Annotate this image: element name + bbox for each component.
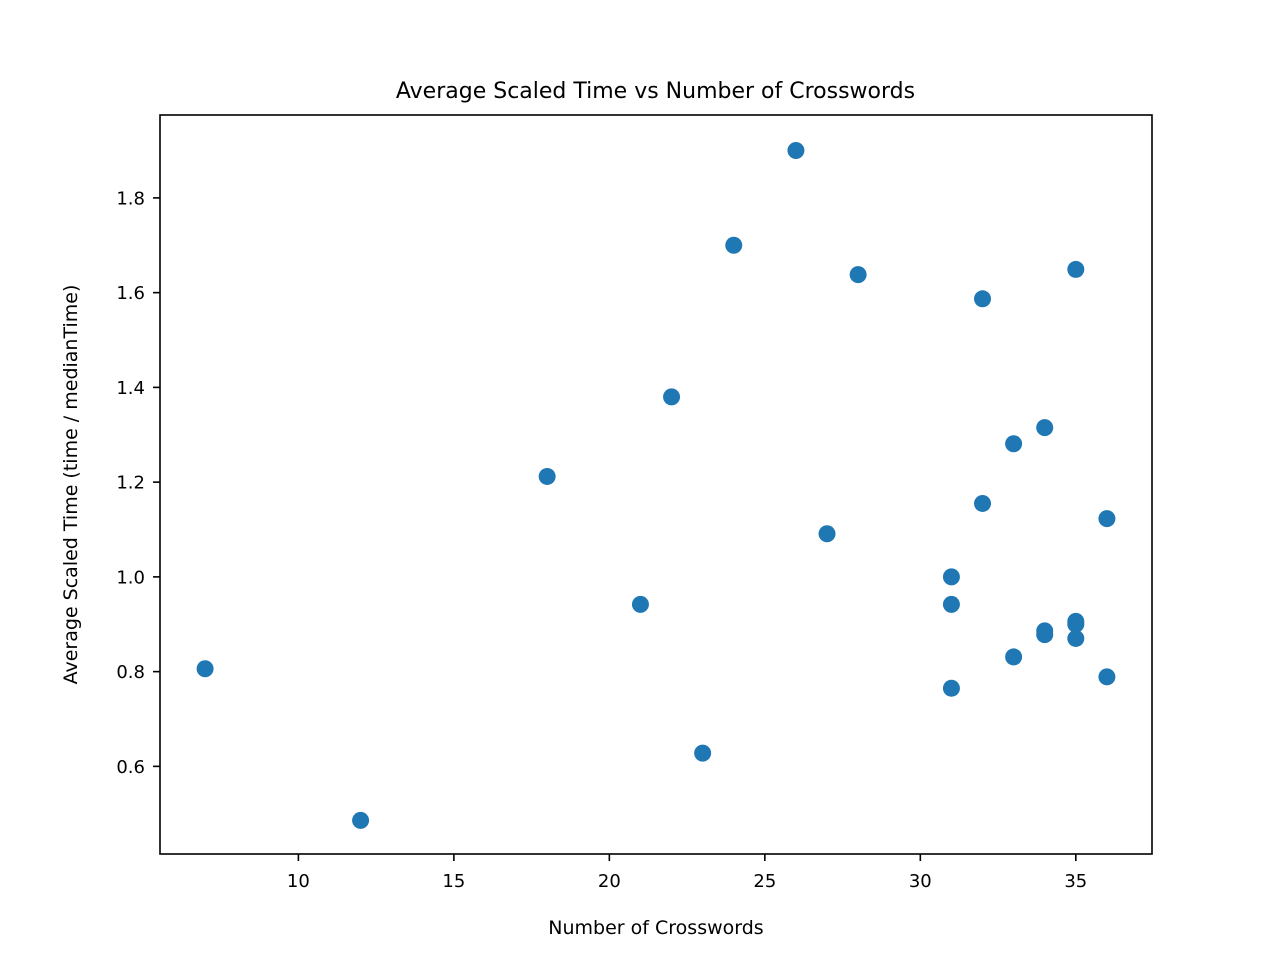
data-point (694, 744, 712, 762)
x-tick-label: 15 (442, 871, 465, 892)
y-tick-label: 1.0 (116, 567, 145, 588)
y-tick-label: 1.6 (116, 283, 145, 304)
data-point (942, 595, 960, 613)
y-axis: 0.6 0.8 1.0 1.2 1.4 1.6 1.8 (116, 188, 160, 778)
data-point (1005, 648, 1023, 666)
x-axis-label: Number of Crosswords (548, 917, 763, 939)
data-point (849, 266, 867, 284)
data-point (1036, 626, 1054, 644)
y-tick-label: 0.6 (116, 757, 145, 778)
data-point (787, 142, 805, 160)
plot-frame (159, 114, 1153, 855)
data-point (1036, 419, 1054, 437)
x-tick-label: 20 (598, 871, 621, 892)
points-layer (196, 142, 1116, 829)
x-tick-label: 35 (1064, 871, 1087, 892)
data-point (1067, 629, 1085, 647)
x-tick-label: 10 (287, 871, 310, 892)
y-axis-label: Average Scaled Time (time / medianTime) (60, 285, 82, 685)
x-axis: 10 15 20 25 30 35 (287, 854, 1087, 892)
x-tick-label: 25 (753, 871, 776, 892)
data-point (1067, 615, 1085, 633)
data-point (942, 568, 960, 586)
y-tick-label: 1.4 (116, 378, 145, 399)
data-point (631, 595, 649, 613)
data-point (663, 388, 681, 406)
data-point (1005, 435, 1023, 453)
data-point (974, 494, 992, 512)
data-point (538, 467, 556, 485)
data-point (1098, 510, 1116, 528)
data-point (942, 679, 960, 697)
y-tick-label: 1.8 (116, 188, 145, 209)
x-tick-label: 30 (909, 871, 932, 892)
data-point (974, 290, 992, 308)
data-point (1067, 260, 1085, 278)
chart-title: Average Scaled Time vs Number of Crosswo… (396, 79, 915, 104)
data-point (352, 811, 370, 829)
y-tick-label: 0.8 (116, 662, 145, 683)
data-point (725, 236, 743, 254)
data-point (818, 525, 836, 543)
y-tick-label: 1.2 (116, 473, 145, 494)
data-point (1098, 668, 1116, 686)
data-point (196, 660, 214, 678)
